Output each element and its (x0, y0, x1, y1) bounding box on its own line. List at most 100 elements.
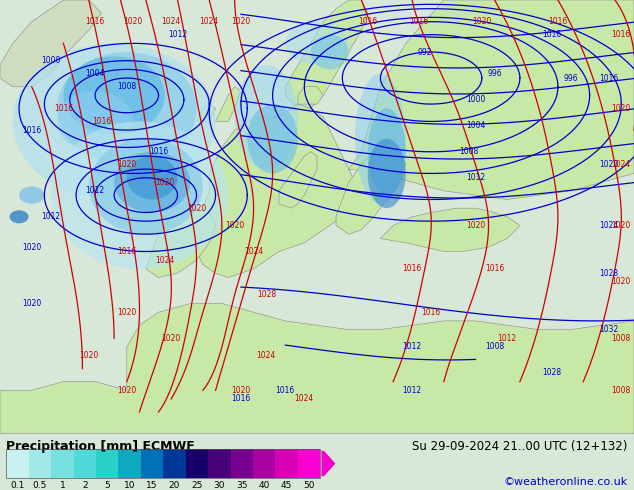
Text: 15: 15 (146, 481, 158, 490)
Text: 1024: 1024 (599, 221, 618, 230)
Text: 1020: 1020 (231, 17, 250, 26)
Ellipse shape (13, 44, 216, 199)
Ellipse shape (311, 35, 349, 70)
Bar (119, 449, 141, 478)
Text: 1008: 1008 (485, 343, 504, 351)
Text: 1008: 1008 (612, 386, 631, 395)
Text: 1020: 1020 (162, 334, 181, 343)
Text: 0.5: 0.5 (33, 481, 47, 490)
Polygon shape (216, 87, 241, 122)
Bar (6, 449, 29, 478)
Text: 1024: 1024 (200, 17, 219, 26)
Text: 5: 5 (105, 481, 110, 490)
Bar (231, 449, 253, 478)
Text: 996: 996 (487, 69, 502, 78)
Text: 1012: 1012 (466, 173, 485, 182)
Text: 1020: 1020 (79, 351, 98, 360)
Text: 50: 50 (303, 481, 314, 490)
Text: 1024: 1024 (155, 256, 174, 265)
Bar (275, 449, 298, 478)
Text: 1020: 1020 (187, 204, 206, 213)
Text: 1024: 1024 (257, 351, 276, 360)
Polygon shape (336, 147, 406, 234)
Text: 1020: 1020 (466, 221, 485, 230)
Text: 992: 992 (418, 48, 432, 56)
Text: 1020: 1020 (155, 178, 174, 187)
Text: Precipitation [mm] ECMWF: Precipitation [mm] ECMWF (6, 441, 195, 453)
Text: 1020: 1020 (612, 104, 631, 113)
Text: 1016: 1016 (548, 17, 567, 26)
Bar (96, 449, 119, 478)
Text: 1028: 1028 (542, 368, 561, 377)
Text: 1008: 1008 (612, 334, 631, 343)
Polygon shape (197, 104, 361, 277)
Text: 45: 45 (281, 481, 292, 490)
Text: 1024: 1024 (612, 160, 631, 169)
Bar (298, 449, 320, 478)
Text: 996: 996 (563, 74, 578, 82)
Ellipse shape (89, 139, 203, 234)
Text: 1012: 1012 (403, 386, 422, 395)
Ellipse shape (285, 22, 349, 65)
Text: 10: 10 (124, 481, 136, 490)
Text: 1024: 1024 (162, 17, 181, 26)
Text: 1020: 1020 (22, 243, 41, 252)
Polygon shape (76, 65, 120, 82)
Bar (29, 449, 51, 478)
Text: 1012: 1012 (403, 343, 422, 351)
Text: 1020: 1020 (225, 221, 244, 230)
Text: 1020: 1020 (472, 17, 491, 26)
Text: 1008: 1008 (460, 147, 479, 156)
Polygon shape (380, 208, 520, 251)
Polygon shape (349, 0, 634, 199)
Text: 1028: 1028 (599, 269, 618, 278)
Text: 35: 35 (236, 481, 247, 490)
Text: 1012: 1012 (86, 186, 105, 196)
Polygon shape (0, 304, 634, 434)
Text: 1004: 1004 (466, 121, 485, 130)
Bar (51, 449, 74, 478)
Ellipse shape (355, 74, 406, 204)
Text: 1020: 1020 (599, 160, 618, 169)
Text: 25: 25 (191, 481, 203, 490)
Text: 1020: 1020 (117, 160, 136, 169)
Text: 30: 30 (214, 481, 225, 490)
Text: 1016: 1016 (599, 74, 618, 82)
Bar (164, 449, 186, 478)
Ellipse shape (51, 122, 228, 269)
Text: 1: 1 (60, 481, 65, 490)
Text: 1024: 1024 (244, 247, 263, 256)
Ellipse shape (10, 210, 29, 223)
Text: 1012: 1012 (168, 30, 187, 39)
Bar (208, 449, 231, 478)
Text: 1016: 1016 (485, 265, 504, 273)
Bar (141, 449, 164, 478)
Polygon shape (298, 87, 323, 104)
Bar (253, 449, 275, 478)
Text: 1016: 1016 (612, 30, 631, 39)
Polygon shape (279, 152, 317, 208)
Text: 1020: 1020 (231, 386, 250, 395)
Text: 1028: 1028 (257, 291, 276, 299)
Text: 1016: 1016 (117, 247, 136, 256)
Text: 1020: 1020 (612, 277, 631, 286)
Polygon shape (146, 208, 216, 277)
Ellipse shape (114, 152, 190, 213)
FancyArrow shape (321, 451, 335, 476)
Text: 0.1: 0.1 (10, 481, 25, 490)
Text: 1016: 1016 (231, 394, 250, 403)
Text: 1032: 1032 (599, 325, 618, 334)
Text: 1016: 1016 (542, 30, 561, 39)
Ellipse shape (63, 56, 165, 134)
Text: 1016: 1016 (358, 17, 377, 26)
Ellipse shape (368, 139, 406, 208)
Text: Su 29-09-2024 21..00 UTC (12+132): Su 29-09-2024 21..00 UTC (12+132) (412, 441, 628, 453)
Text: 1016: 1016 (86, 17, 105, 26)
Ellipse shape (235, 65, 298, 169)
Ellipse shape (247, 104, 298, 173)
Text: 1016: 1016 (22, 125, 41, 135)
Text: 1016: 1016 (149, 147, 168, 156)
Bar (6, 449, 320, 478)
Polygon shape (0, 0, 101, 87)
Polygon shape (197, 104, 216, 122)
